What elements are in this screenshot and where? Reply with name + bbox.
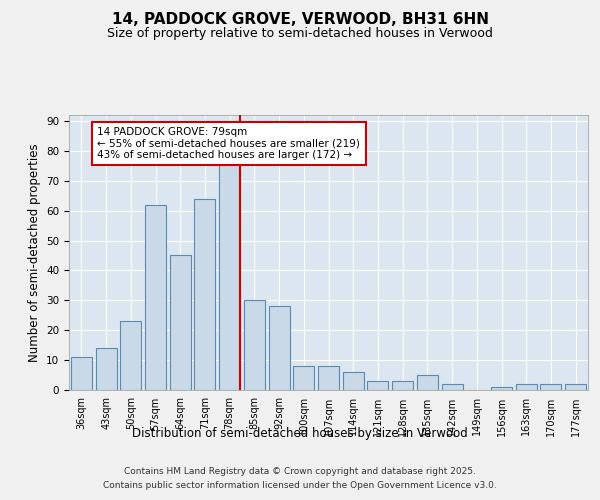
Text: Size of property relative to semi-detached houses in Verwood: Size of property relative to semi-detach… (107, 28, 493, 40)
Text: 14 PADDOCK GROVE: 79sqm
← 55% of semi-detached houses are smaller (219)
43% of s: 14 PADDOCK GROVE: 79sqm ← 55% of semi-de… (97, 127, 360, 160)
Bar (392, 381, 413, 390)
Bar (219, 163, 240, 390)
Text: Contains public sector information licensed under the Open Government Licence v3: Contains public sector information licen… (103, 481, 497, 490)
Bar (170, 256, 191, 390)
Text: Contains HM Land Registry data © Crown copyright and database right 2025.: Contains HM Land Registry data © Crown c… (124, 468, 476, 476)
Bar (491, 387, 512, 390)
Bar (244, 300, 265, 390)
Bar (541, 384, 562, 390)
Y-axis label: Number of semi-detached properties: Number of semi-detached properties (28, 143, 41, 362)
Bar (343, 372, 364, 390)
Text: 14, PADDOCK GROVE, VERWOOD, BH31 6HN: 14, PADDOCK GROVE, VERWOOD, BH31 6HN (112, 12, 488, 28)
Bar (293, 366, 314, 390)
Bar (269, 306, 290, 390)
Bar (367, 381, 388, 390)
Bar (318, 366, 339, 390)
Bar (71, 357, 92, 390)
Text: Distribution of semi-detached houses by size in Verwood: Distribution of semi-detached houses by … (132, 428, 468, 440)
Bar (516, 384, 537, 390)
Bar (417, 375, 438, 390)
Bar (194, 198, 215, 390)
Bar (95, 348, 116, 390)
Bar (145, 204, 166, 390)
Bar (442, 384, 463, 390)
Bar (565, 384, 586, 390)
Bar (120, 322, 141, 390)
